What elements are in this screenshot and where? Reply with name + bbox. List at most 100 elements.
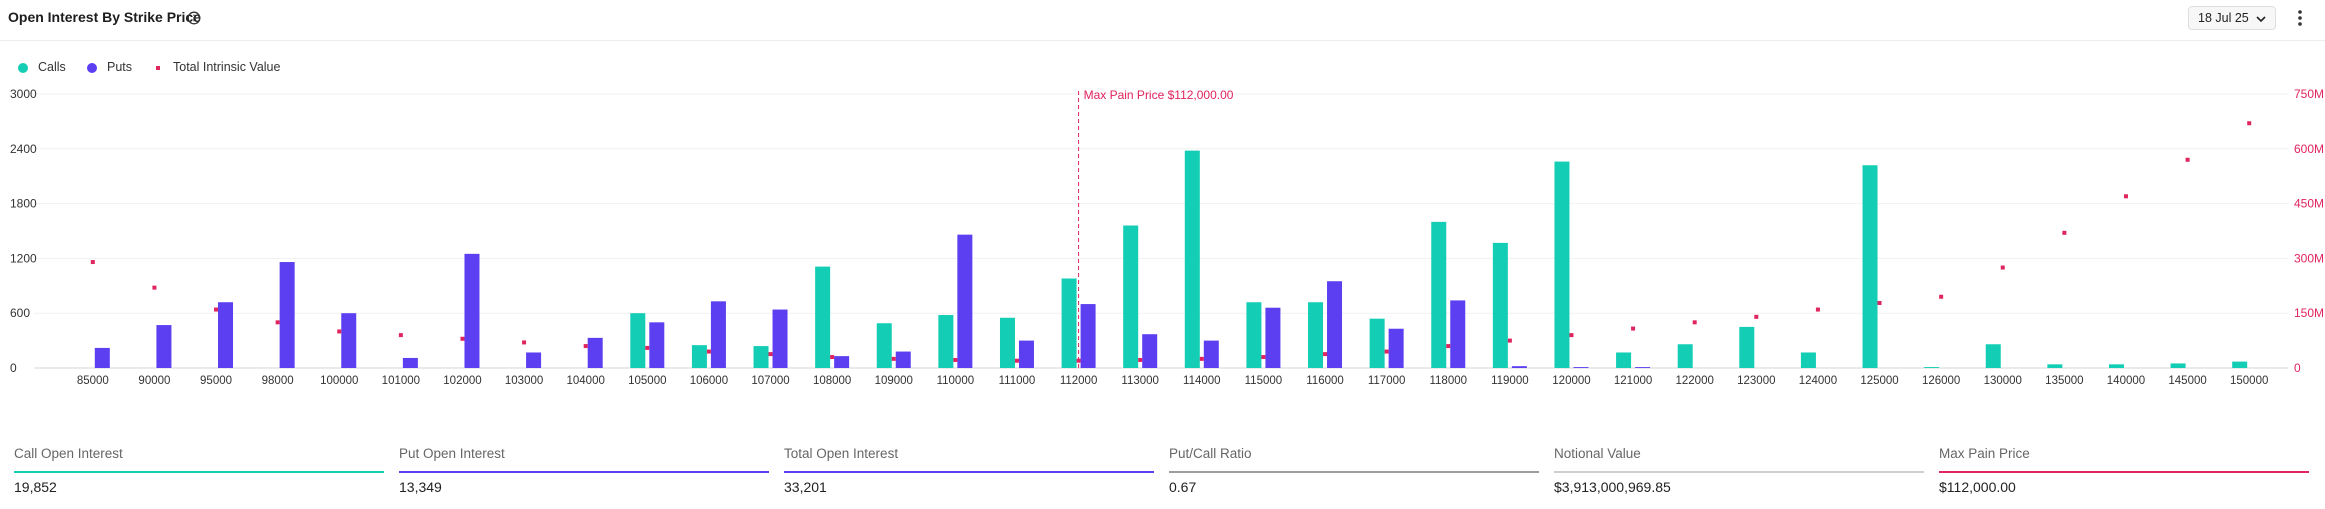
- intrinsic-point: [706, 349, 711, 354]
- intrinsic-point: [583, 344, 588, 349]
- x-tick-label: 120000: [1552, 375, 1590, 387]
- put-bar: [772, 309, 788, 368]
- intrinsic-point: [275, 320, 280, 325]
- call-bar: [1924, 367, 1940, 368]
- stat-label: Notional Value: [1554, 446, 1641, 461]
- intrinsic-point: [1569, 333, 1574, 338]
- x-tick-label: 122000: [1676, 375, 1714, 387]
- intrinsic-point: [1446, 344, 1451, 349]
- summary-stats: Call Open Interest 19,852 Put Open Inter…: [0, 440, 2325, 509]
- intrinsic-point: [1199, 356, 1204, 361]
- intrinsic-point: [2000, 265, 2005, 270]
- chevron-down-icon: [2256, 16, 2266, 23]
- call-bar: [999, 317, 1015, 368]
- stat-value: 19,852: [14, 479, 57, 495]
- x-tick-label: 150000: [2230, 375, 2268, 387]
- intrinsic-point: [337, 329, 342, 334]
- x-tick-label: 123000: [1737, 375, 1775, 387]
- put-bar: [649, 322, 665, 368]
- put-bar: [1327, 281, 1343, 368]
- put-bar: [957, 234, 973, 368]
- intrinsic-point: [953, 357, 958, 362]
- intrinsic-point: [1014, 358, 1019, 363]
- intrinsic-point: [830, 355, 835, 360]
- intrinsic-point: [1323, 352, 1328, 357]
- put-bar: [218, 302, 234, 368]
- intrinsic-point: [1939, 294, 1944, 299]
- intrinsic-point: [1692, 320, 1697, 325]
- x-tick-label: 126000: [1922, 375, 1960, 387]
- put-bar: [587, 337, 603, 368]
- stat-value: 13,349: [399, 479, 442, 495]
- x-tick-label: 119000: [1491, 375, 1529, 387]
- call-bar: [1616, 352, 1632, 368]
- more-options-icon[interactable]: [2296, 8, 2304, 28]
- max-pain-label: Max Pain Price $112,000.00: [1084, 88, 1234, 102]
- intrinsic-point: [1507, 338, 1512, 343]
- x-tick-label: 130000: [1984, 375, 2022, 387]
- page-title: Open Interest By Strike Price: [8, 9, 201, 25]
- stat-label: Total Open Interest: [784, 446, 899, 461]
- x-tick-label: 124000: [1799, 375, 1837, 387]
- stat-underline: [1939, 471, 2309, 473]
- call-bar: [2170, 363, 2186, 368]
- intrinsic-square-icon: [156, 66, 160, 70]
- intrinsic-point: [1877, 300, 1882, 305]
- intrinsic-point: [214, 307, 219, 312]
- x-tick-label: 145000: [2168, 375, 2206, 387]
- put-bar: [1450, 300, 1466, 368]
- x-tick-label: 140000: [2107, 375, 2145, 387]
- y-right-tick-label: 0: [2294, 361, 2301, 375]
- stat-label: Put/Call Ratio: [1169, 446, 1252, 461]
- x-tick-label: 103000: [505, 375, 543, 387]
- open-interest-chart: 0 0 600 150M 1200 300M 1800 450M 2400 600M 3000 750…: [10, 87, 2324, 387]
- put-bar: [279, 262, 295, 368]
- y-right-tick-label: 150M: [2294, 306, 2324, 320]
- stat-underline: [784, 471, 1154, 473]
- stat-notional-value: Notional Value $3,913,000,969.85: [1548, 440, 1924, 500]
- x-tick-label: 104000: [567, 375, 605, 387]
- intrinsic-point: [1754, 314, 1759, 319]
- x-tick-label: 85000: [77, 375, 109, 387]
- intrinsic-point: [152, 285, 157, 290]
- x-tick-label: 112000: [1060, 375, 1098, 387]
- stat-max-pain-price: Max Pain Price $112,000.00: [1933, 440, 2309, 500]
- y-left-tick-label: 2400: [10, 142, 37, 156]
- call-bar: [2108, 364, 2124, 368]
- call-bar: [1862, 165, 1878, 368]
- put-bar: [1635, 367, 1651, 368]
- date-select-label: 18 Jul 25: [2198, 11, 2249, 25]
- intrinsic-point: [891, 356, 896, 361]
- x-tick-label: 90000: [138, 375, 170, 387]
- intrinsic-point: [1138, 357, 1143, 362]
- call-bar: [2232, 361, 2248, 368]
- call-bar: [1739, 326, 1755, 368]
- put-bar: [895, 351, 911, 368]
- y-left-tick-label: 3000: [10, 87, 37, 101]
- put-bar: [1080, 304, 1096, 368]
- intrinsic-point: [2123, 194, 2128, 199]
- intrinsic-point: [645, 345, 650, 350]
- put-bar: [1388, 328, 1404, 368]
- x-tick-label: 107000: [751, 375, 789, 387]
- stat-value: 0.67: [1169, 479, 1197, 495]
- y-left-tick-label: 600: [10, 306, 30, 320]
- call-bar: [1431, 221, 1447, 368]
- legend-label: Puts: [107, 60, 133, 74]
- put-bar: [710, 301, 726, 368]
- put-bar: [341, 313, 357, 368]
- y-right-tick-label: 300M: [2294, 251, 2324, 265]
- y-right-tick-label: 450M: [2294, 197, 2324, 211]
- call-bar: [1123, 225, 1139, 368]
- date-select[interactable]: 18 Jul 25: [2188, 6, 2276, 30]
- put-bar: [1511, 366, 1527, 368]
- info-icon[interactable]: [187, 11, 201, 25]
- intrinsic-point: [2247, 121, 2252, 126]
- put-bar: [1142, 334, 1158, 368]
- stat-label: Call Open Interest: [14, 446, 123, 461]
- put-bar: [464, 253, 480, 368]
- call-bar: [2047, 364, 2063, 368]
- stat-value: $3,913,000,969.85: [1554, 479, 1671, 495]
- call-bar: [815, 266, 831, 368]
- y-left-tick-label: 1200: [10, 251, 37, 265]
